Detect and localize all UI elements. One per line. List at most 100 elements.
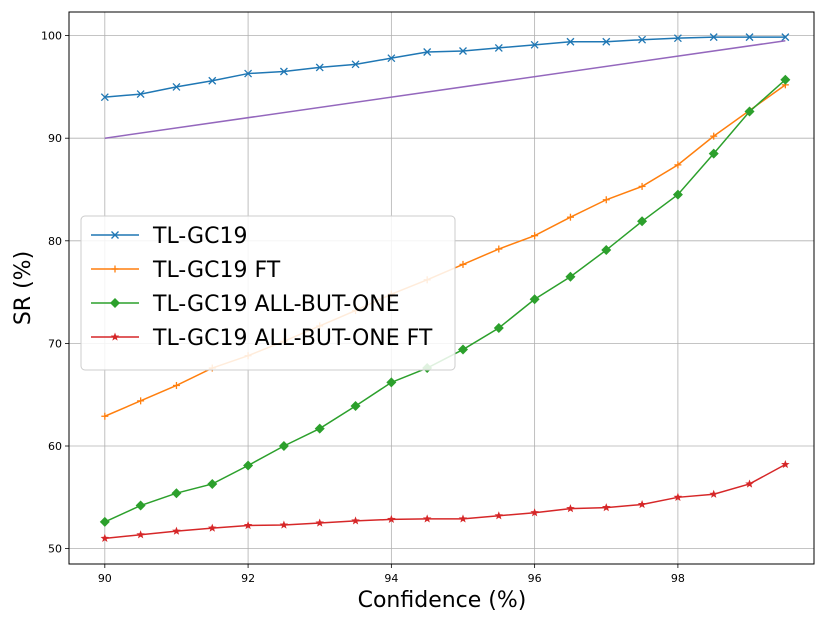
diamond-marker [601,245,612,256]
x-marker [745,33,754,42]
legend-label: TL-GC19 ALL-BUT-ONE FT [152,326,433,351]
plus-marker [710,132,718,140]
x-axis-title: Confidence (%) [358,588,527,613]
star-marker [494,511,504,520]
legend-label: TL-GC19 ALL-BUT-ONE [152,292,400,317]
x-marker [351,60,360,69]
star-marker [422,514,432,523]
diamond-marker [672,189,683,200]
diamond-marker [350,400,361,411]
diamond-marker [708,148,719,159]
y-tick-label: 80 [48,235,62,248]
diamond-marker [493,323,504,334]
legend-item: TL-GC19 [91,224,247,249]
axis-ticks: 90 92 94 96 98 50 60 70 80 90 100 [41,30,685,585]
star-marker [279,520,289,529]
diamond-marker [780,74,791,85]
star-marker [172,526,181,535]
star-marker [601,503,611,512]
diamond-marker [278,441,289,452]
diamond-marker [243,460,254,471]
diamond-marker [314,423,325,434]
diamond-marker [110,298,120,308]
y-tick-label: 60 [48,440,62,453]
x-marker [111,231,119,239]
y-axis-title: SR (%) [11,251,36,325]
x-marker [172,82,181,91]
x-marker [244,69,253,78]
plus-marker [531,232,539,240]
legend-item: TL-GC19 ALL-BUT-ONE [91,292,400,317]
y-tick-label: 100 [41,30,62,43]
x-marker [566,37,575,46]
plus-marker [566,213,574,221]
diamond-marker [744,106,755,117]
legend-label: TL-GC19 [152,224,247,249]
x-marker [602,37,611,46]
series-line [104,36,786,98]
star-marker [243,521,253,530]
star-marker [207,523,217,532]
star-marker [351,516,360,525]
diamond-marker [135,500,146,511]
diamond-marker [207,478,218,489]
x-marker [387,54,396,63]
star-marker [110,332,120,341]
x-marker [208,76,217,85]
x-marker [494,43,503,52]
plus-marker [101,412,109,420]
x-marker [459,47,467,55]
plot-frame [68,11,815,565]
y-tick-label: 50 [48,543,62,556]
star-marker [100,533,110,542]
x-marker [136,90,145,99]
star-marker [315,518,324,527]
x-tick-label: 96 [528,572,542,585]
diamond-marker [529,294,540,305]
plus-marker [495,245,503,253]
plus-marker [638,182,646,190]
plus-marker [111,265,119,273]
star-marker [673,492,683,501]
x-marker [100,93,109,102]
series-line [104,39,786,139]
x-tick-label: 90 [98,572,112,585]
diamond-marker [386,377,397,388]
star-marker [709,489,718,498]
diamond-marker [637,216,648,227]
diamond-marker [457,344,468,355]
star-marker [745,479,754,488]
plus-marker [137,397,145,405]
x-tick-label: 98 [671,572,685,585]
diamond-marker [171,488,182,499]
x-tick-label: 94 [384,572,398,585]
star-marker [136,530,145,539]
series-line [104,463,786,540]
series-4 [104,39,786,139]
x-marker [530,40,539,49]
series-0 [100,33,790,102]
plus-marker [674,161,682,169]
x-marker [673,34,682,43]
star-marker [530,508,539,517]
legend-item: TL-GC19 ALL-BUT-ONE FT [91,326,433,351]
star-marker [781,459,790,469]
star-marker [387,514,396,524]
plus-marker [602,196,610,204]
diamond-marker [99,516,110,527]
legend: TL-GC19 TL-GC19 FT TL-GC19 ALL-BUT-ONE TL-G… [80,215,456,371]
x-marker [638,35,647,44]
star-marker [566,504,575,513]
star-marker [637,499,647,509]
x-marker [423,48,432,56]
x-marker [315,63,324,72]
star-marker [458,514,468,523]
y-tick-label: 90 [48,132,62,145]
diamond-marker [565,271,576,282]
x-marker [279,67,288,76]
legend-label: TL-GC19 FT [152,258,281,283]
x-marker [709,33,718,42]
legend-item: TL-GC19 FT [91,258,281,283]
y-tick-label: 70 [48,337,62,350]
